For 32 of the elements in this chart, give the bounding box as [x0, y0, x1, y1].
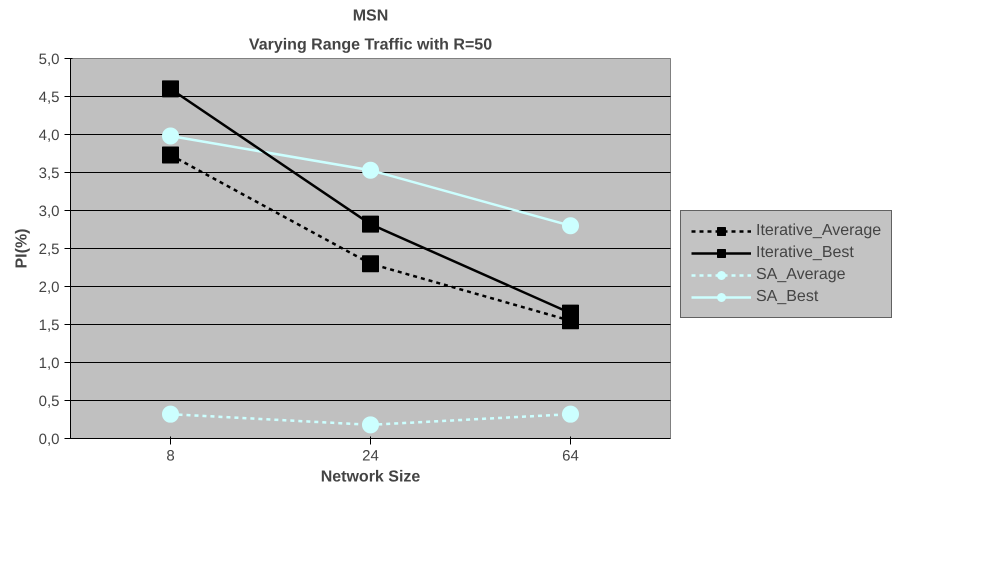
legend-label: SA_Average — [756, 266, 846, 284]
point — [162, 406, 179, 423]
point — [362, 416, 379, 434]
y-tick-label: 5,0 — [38, 51, 60, 68]
y-tick-label: 1,0 — [38, 355, 60, 372]
y-tick-label: 0,0 — [38, 431, 60, 448]
chart-subtitle: Varying Range Traffic with R=50 — [248, 36, 492, 54]
point — [562, 217, 579, 234]
x-tick-label: 8 — [166, 448, 175, 464]
y-tick-label: 4,0 — [38, 127, 60, 144]
point — [162, 80, 179, 98]
point — [562, 406, 579, 423]
chart-title: MSN — [352, 8, 388, 24]
point — [162, 128, 179, 145]
x-tick-label: 24 — [362, 448, 379, 464]
y-tick-label: 0,5 — [38, 393, 60, 410]
legend-label: Iterative_Best — [756, 244, 854, 262]
x-tick-label: 64 — [562, 448, 579, 464]
point — [162, 146, 179, 164]
legend-label: SA_Best — [756, 288, 818, 306]
point — [362, 216, 379, 233]
point — [362, 255, 379, 272]
legend-label: Iterative_Average — [756, 222, 882, 240]
y-tick-label: 1,5 — [38, 317, 60, 334]
y-tick-label: 2,5 — [38, 241, 60, 258]
y-tick-label: 3,5 — [38, 165, 60, 182]
y-axis-title: PI(%) — [14, 228, 31, 268]
y-tick-label: 2,0 — [38, 279, 60, 296]
y-tick-label: 4,5 — [38, 89, 60, 106]
y-tick-label: 3,0 — [38, 203, 60, 220]
point — [362, 162, 379, 179]
x-axis-title: Network Size — [320, 468, 420, 486]
